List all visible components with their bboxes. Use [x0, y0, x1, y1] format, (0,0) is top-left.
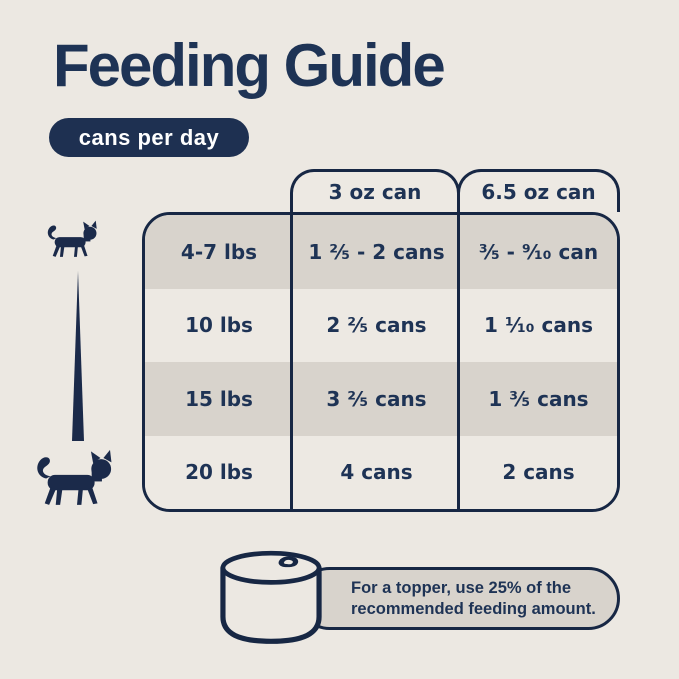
amount-cell-3oz: 1 ²⁄₅ - 2 cans	[293, 215, 460, 289]
subtitle-badge-label: cans per day	[78, 124, 220, 150]
topper-note-line1: For a topper, use 25% of the	[351, 578, 572, 597]
amount-cell-6-5oz: 1 ¹⁄₁₀ cans	[460, 288, 617, 362]
column-divider	[457, 212, 460, 512]
column-header-3oz-can: 3 oz can	[290, 169, 460, 212]
feeding-table: 3 oz can 6.5 oz can 4-7 lbs 1 ²⁄₅ - 2 ca…	[142, 169, 620, 512]
amount-cell-3oz: 3 ²⁄₅ cans	[293, 362, 460, 436]
column-header-6-5oz-label: 6.5 oz can	[481, 180, 596, 204]
weight-cell: 20 lbs	[145, 435, 293, 509]
weight-cell: 10 lbs	[145, 288, 293, 362]
page-title: Feeding Guide	[53, 32, 446, 99]
topper-note-line2: recommended feeding amount.	[351, 599, 596, 618]
amount-cell-3oz: 2 ²⁄₅ cans	[293, 288, 460, 362]
column-divider	[290, 212, 293, 512]
small-cat-icon	[47, 220, 97, 257]
amount-cell-3oz: 4 cans	[293, 435, 460, 509]
amount-cell-6-5oz: 2 cans	[460, 435, 617, 509]
subtitle-badge: cans per day	[49, 118, 249, 157]
amount-cell-6-5oz: ³⁄₅ - ⁹⁄₁₀ can	[460, 215, 617, 289]
size-scale-wedge-icon	[72, 271, 84, 441]
weight-cell: 15 lbs	[145, 362, 293, 436]
column-header-6-5oz-can: 6.5 oz can	[457, 169, 620, 212]
weight-cell: 4-7 lbs	[145, 215, 293, 289]
column-header-3oz-label: 3 oz can	[328, 180, 422, 204]
feeding-table-body: 4-7 lbs 1 ²⁄₅ - 2 cans ³⁄₅ - ⁹⁄₁₀ can 10…	[142, 212, 620, 512]
large-cat-icon	[37, 449, 112, 505]
amount-cell-6-5oz: 1 ³⁄₅ cans	[460, 362, 617, 436]
food-can-icon	[220, 550, 322, 644]
topper-note: For a topper, use 25% of the recommended…	[298, 567, 620, 630]
